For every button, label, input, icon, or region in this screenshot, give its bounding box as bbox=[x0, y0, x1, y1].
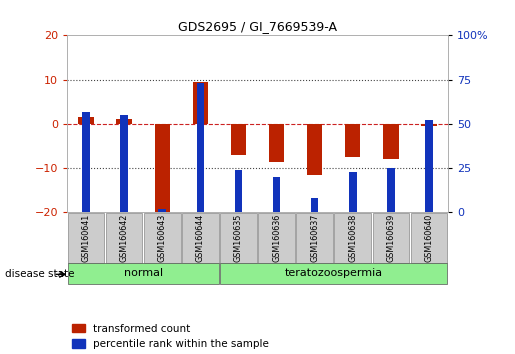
FancyBboxPatch shape bbox=[220, 263, 448, 284]
Bar bbox=[116, 119, 132, 124]
Bar bbox=[269, 124, 284, 161]
FancyBboxPatch shape bbox=[220, 213, 257, 263]
Legend: transformed count, percentile rank within the sample: transformed count, percentile rank withi… bbox=[72, 324, 269, 349]
Bar bbox=[231, 124, 246, 155]
FancyBboxPatch shape bbox=[258, 213, 295, 263]
Text: GSM160638: GSM160638 bbox=[348, 214, 357, 262]
Text: GSM160635: GSM160635 bbox=[234, 214, 243, 262]
Bar bbox=[197, 83, 204, 212]
Bar bbox=[307, 124, 322, 175]
Text: GSM160641: GSM160641 bbox=[81, 214, 91, 262]
Bar bbox=[311, 198, 318, 212]
Text: GSM160642: GSM160642 bbox=[119, 214, 129, 262]
Bar bbox=[421, 124, 437, 126]
Bar bbox=[387, 168, 394, 212]
Text: teratozoospermia: teratozoospermia bbox=[285, 268, 383, 279]
Bar bbox=[425, 120, 433, 212]
Bar bbox=[193, 82, 208, 124]
Bar bbox=[121, 115, 128, 212]
Bar bbox=[349, 172, 356, 212]
Text: GSM160644: GSM160644 bbox=[196, 214, 205, 262]
Bar bbox=[78, 117, 94, 124]
Text: GSM160636: GSM160636 bbox=[272, 214, 281, 262]
FancyBboxPatch shape bbox=[182, 213, 219, 263]
Bar bbox=[345, 124, 360, 157]
Bar bbox=[154, 124, 170, 215]
Bar bbox=[159, 209, 166, 212]
Text: GSM160643: GSM160643 bbox=[158, 214, 167, 262]
FancyBboxPatch shape bbox=[296, 213, 333, 263]
Text: normal: normal bbox=[124, 268, 163, 279]
FancyBboxPatch shape bbox=[334, 213, 371, 263]
FancyBboxPatch shape bbox=[410, 213, 448, 263]
FancyBboxPatch shape bbox=[372, 213, 409, 263]
Text: GSM160639: GSM160639 bbox=[386, 214, 396, 262]
FancyBboxPatch shape bbox=[106, 213, 143, 263]
Title: GDS2695 / GI_7669539-A: GDS2695 / GI_7669539-A bbox=[178, 20, 337, 33]
FancyBboxPatch shape bbox=[67, 263, 219, 284]
FancyBboxPatch shape bbox=[67, 213, 105, 263]
FancyBboxPatch shape bbox=[144, 213, 181, 263]
Bar bbox=[82, 112, 90, 212]
Bar bbox=[383, 124, 399, 159]
Bar bbox=[273, 177, 280, 212]
Bar bbox=[235, 170, 242, 212]
Text: GSM160637: GSM160637 bbox=[310, 214, 319, 262]
Text: GSM160640: GSM160640 bbox=[424, 214, 434, 262]
Text: disease state: disease state bbox=[5, 269, 75, 279]
